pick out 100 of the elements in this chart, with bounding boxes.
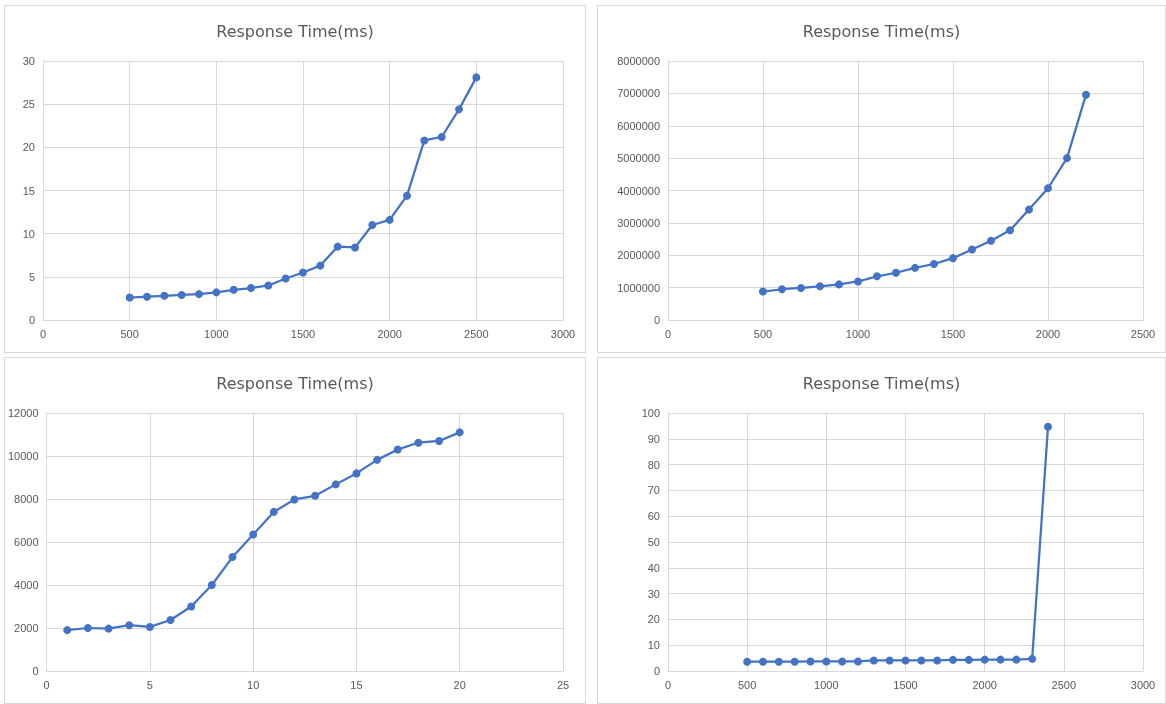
point [835,280,843,289]
chart-title: Response Time(ms) [216,373,374,393]
x-tick-label: 2000 [1035,327,1061,340]
point [104,624,113,633]
y-tick-label: 25 [22,98,35,111]
y-tick-label: 20 [22,141,35,154]
y-tick-label: 0 [653,665,660,677]
point [385,215,394,224]
y-tick-label: 20 [647,613,660,626]
point [778,285,786,294]
point [1012,655,1021,664]
point [393,445,402,454]
point [351,243,359,252]
point [228,553,237,562]
y-tick-label: 80 [647,458,660,471]
x-tick-label: 25 [556,678,570,691]
point [177,290,186,299]
y-tick-label: 30 [22,55,35,67]
y-tick-label: 8000000 [617,55,660,67]
point [212,288,221,297]
point [996,655,1005,664]
point [774,657,783,666]
point [968,245,976,254]
point [1082,90,1090,99]
point [299,268,307,277]
point [1028,654,1037,663]
point [873,272,881,281]
y-tick-label: 6000000 [617,119,660,132]
x-tick-label: 15 [350,678,363,691]
y-tick-label: 2000000 [617,249,660,262]
x-tick-label: 2000 [972,678,997,691]
x-tick-label: 2500 [464,327,489,340]
y-tick-label: 50 [647,536,660,548]
point [160,291,169,300]
point [797,283,805,292]
y-tick-label: 10 [647,639,660,652]
point [166,616,175,625]
y-tick-label: 1000000 [617,281,660,294]
point [854,277,862,286]
x-tick-label: 1500 [290,327,316,340]
point [143,292,151,301]
point [195,290,203,299]
point [987,236,995,245]
x-tick-label: 10 [247,678,260,691]
x-tick-label: 3000 [550,327,576,340]
x-tick-label: 1500 [893,678,918,691]
x-tick-label: 0 [664,678,672,691]
point [816,282,824,291]
point [949,655,957,664]
x-tick-label: 0 [39,327,47,340]
point [437,132,446,141]
x-tick-label: 2500 [1130,327,1156,340]
point [1044,184,1052,193]
chart-title: Response Time(ms) [216,21,374,41]
point [806,657,815,666]
point [1025,205,1033,214]
point [333,242,342,251]
point [759,657,767,666]
point [901,656,910,665]
y-tick-label: 15 [22,184,35,197]
y-tick-label: 2000 [14,622,39,634]
y-tick-label: 8000 [14,493,39,505]
y-tick-label: 60 [647,510,660,523]
y-tick-label: 0 [653,314,660,326]
y-tick-label: 70 [647,484,660,497]
point [1006,226,1014,235]
point [316,261,325,270]
x-tick-label: 500 [120,327,139,340]
x-tick-label: 0 [664,327,672,340]
x-tick-label: 1000 [204,327,229,340]
point [1063,154,1071,163]
point [917,656,926,665]
x-tick-label: 1500 [940,327,966,340]
x-tick-label: 1000 [845,327,871,340]
y-tick-label: 5000000 [617,152,660,165]
y-tick-label: 7000000 [617,87,660,100]
y-tick-label: 10 [22,227,35,240]
point [790,657,799,666]
x-tick-label: 5 [146,678,153,691]
y-tick-label: 10000 [7,450,39,462]
point [435,436,444,445]
point [420,136,429,145]
x-tick-label: 1000 [814,678,839,691]
x-tick-label: 500 [753,327,773,340]
point [207,581,216,589]
point [352,469,361,478]
y-tick-label: 4000000 [617,184,660,197]
point [83,624,92,632]
chart-title: Response Time(ms) [802,373,961,393]
y-tick-label: 3000000 [617,216,660,229]
point [311,491,320,500]
y-tick-label: 30 [647,587,660,600]
y-tick-label: 4000 [14,579,39,591]
point [472,73,481,82]
point [885,656,894,665]
x-tick-label: 2500 [1051,678,1077,691]
point [331,480,340,489]
y-tick-label: 6000 [14,536,39,548]
point [455,105,463,114]
point [930,259,938,268]
